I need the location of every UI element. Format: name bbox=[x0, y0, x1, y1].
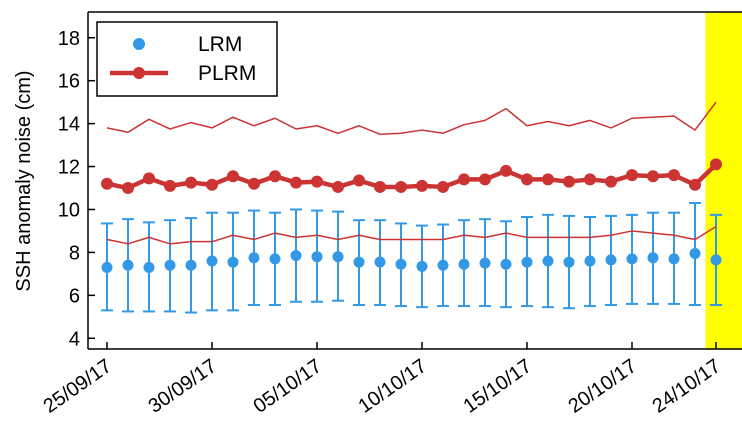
data-point bbox=[437, 259, 449, 271]
series-line-1 bbox=[106, 226, 717, 245]
data-point bbox=[479, 173, 491, 186]
data-point bbox=[437, 180, 449, 193]
data-point bbox=[164, 259, 176, 271]
x-tick-label: 20/10/17 bbox=[564, 355, 640, 418]
data-point bbox=[542, 173, 554, 186]
x-tick-label: 05/10/17 bbox=[249, 355, 325, 418]
series-plrm bbox=[101, 158, 722, 195]
legend: LRM PLRM bbox=[96, 21, 278, 97]
data-point bbox=[542, 255, 554, 267]
data-point bbox=[521, 256, 533, 268]
y-tick-label: 14 bbox=[58, 114, 80, 136]
y-tick-label: 16 bbox=[58, 71, 80, 93]
data-point bbox=[143, 172, 155, 185]
data-point bbox=[479, 257, 491, 269]
data-point bbox=[584, 255, 596, 267]
data-point bbox=[248, 177, 260, 190]
data-point bbox=[710, 158, 722, 171]
legend-label: LRM bbox=[198, 33, 242, 56]
series-line-3 bbox=[106, 101, 717, 136]
data-point bbox=[101, 261, 113, 273]
highlight-layer bbox=[705, 12, 742, 349]
data-point bbox=[311, 251, 323, 263]
data-point bbox=[521, 173, 533, 186]
data-point bbox=[584, 173, 596, 186]
x-tick-label: 25/09/17 bbox=[39, 355, 115, 418]
data-point bbox=[647, 170, 659, 183]
data-point bbox=[143, 261, 155, 273]
data-point bbox=[458, 173, 470, 186]
data-point bbox=[668, 169, 680, 182]
data-point bbox=[416, 260, 428, 272]
data-point bbox=[605, 254, 617, 266]
y-tick-label: 12 bbox=[58, 157, 80, 179]
data-point bbox=[206, 255, 218, 267]
data-point bbox=[374, 256, 386, 268]
y-tick-label: 6 bbox=[69, 285, 80, 307]
data-point bbox=[563, 256, 575, 268]
series-line bbox=[106, 101, 717, 136]
data-point bbox=[416, 179, 428, 192]
data-point bbox=[668, 253, 680, 265]
data-point bbox=[332, 251, 344, 263]
data-point bbox=[647, 252, 659, 264]
data-point bbox=[122, 182, 134, 195]
data-point bbox=[689, 178, 701, 191]
data-point bbox=[122, 259, 134, 271]
data-point bbox=[185, 259, 197, 271]
x-tick-label: 30/09/17 bbox=[144, 355, 220, 418]
data-point bbox=[689, 247, 701, 259]
y-tick-label: 10 bbox=[58, 199, 80, 221]
data-point bbox=[101, 177, 113, 190]
data-point bbox=[395, 180, 407, 193]
legend-box bbox=[96, 21, 278, 97]
data-point bbox=[710, 254, 722, 266]
x-tick-label: 24/10/17 bbox=[648, 355, 724, 418]
highlight-band bbox=[705, 12, 742, 349]
x-tick-label: 10/10/17 bbox=[354, 355, 430, 418]
y-axis-label: SSH anomaly noise (cm) bbox=[13, 70, 35, 291]
data-point bbox=[374, 180, 386, 193]
series-lrm bbox=[101, 202, 722, 314]
data-point bbox=[500, 164, 512, 177]
series-layer bbox=[101, 101, 722, 314]
data-point bbox=[311, 175, 323, 188]
data-point bbox=[353, 256, 365, 268]
data-point bbox=[353, 174, 365, 187]
y-tick-label: 8 bbox=[69, 242, 80, 264]
data-point bbox=[164, 179, 176, 192]
data-point bbox=[395, 258, 407, 270]
data-point bbox=[206, 178, 218, 191]
data-point bbox=[269, 253, 281, 265]
series-line bbox=[106, 226, 717, 245]
y-tick-label: 4 bbox=[69, 328, 80, 350]
data-point bbox=[332, 180, 344, 193]
data-point bbox=[227, 170, 239, 183]
data-point bbox=[290, 250, 302, 262]
data-point bbox=[626, 253, 638, 265]
legend-label: PLRM bbox=[198, 62, 256, 85]
data-point bbox=[227, 256, 239, 268]
data-point bbox=[500, 258, 512, 270]
data-point bbox=[269, 170, 281, 183]
y-tick-label: 18 bbox=[58, 28, 80, 50]
data-point bbox=[605, 175, 617, 188]
legend-swatch-marker bbox=[133, 67, 145, 79]
data-point bbox=[563, 175, 575, 188]
data-point bbox=[626, 169, 638, 182]
data-point bbox=[290, 176, 302, 189]
x-tick-label: 15/10/17 bbox=[459, 355, 535, 418]
data-point bbox=[248, 252, 260, 264]
legend-swatch-marker bbox=[133, 38, 145, 50]
data-point bbox=[185, 176, 197, 189]
data-point bbox=[458, 258, 470, 270]
